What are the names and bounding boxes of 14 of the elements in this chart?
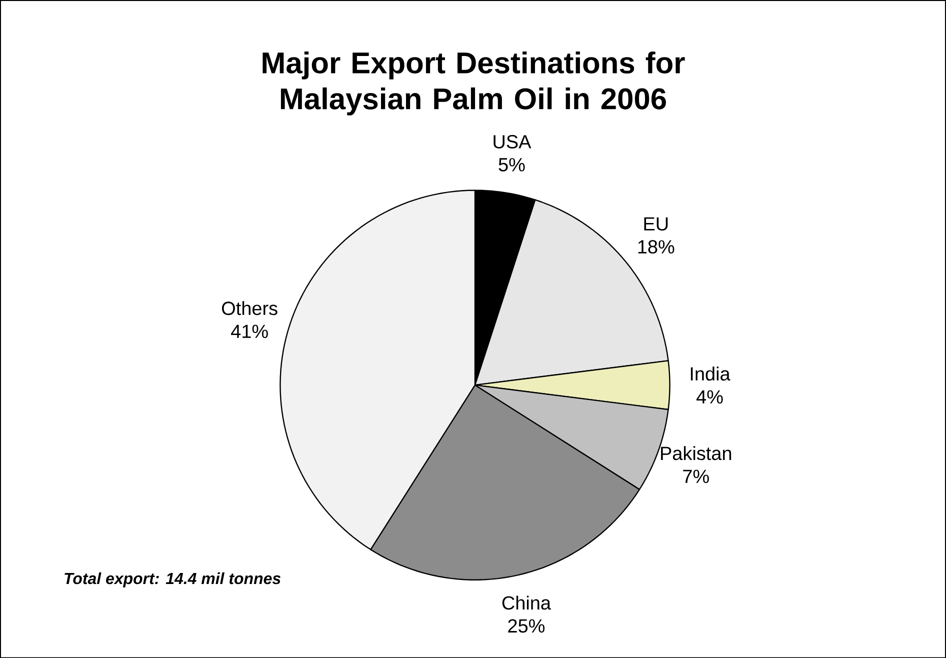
slice-label: Others: [222, 301, 278, 315]
data-label: 18%: [638, 240, 674, 254]
data-label: 25%: [508, 619, 545, 633]
slice-label: USA: [494, 134, 532, 148]
chart-title: Major Export Destinations for Malaysian Palm Oil in 2006: [262, 51, 685, 116]
slice-label: EU: [644, 217, 668, 230]
slice-label: India: [690, 366, 730, 380]
data-label: 4%: [696, 390, 723, 404]
data-label: 41%: [231, 324, 268, 338]
slice-label: China: [502, 596, 551, 610]
text: Total export: 14.4 mil tonnes: [64, 572, 281, 588]
slice-label: Pakistan: [661, 446, 732, 460]
data-label: 7%: [683, 470, 709, 483]
data-label: 5%: [498, 158, 525, 172]
